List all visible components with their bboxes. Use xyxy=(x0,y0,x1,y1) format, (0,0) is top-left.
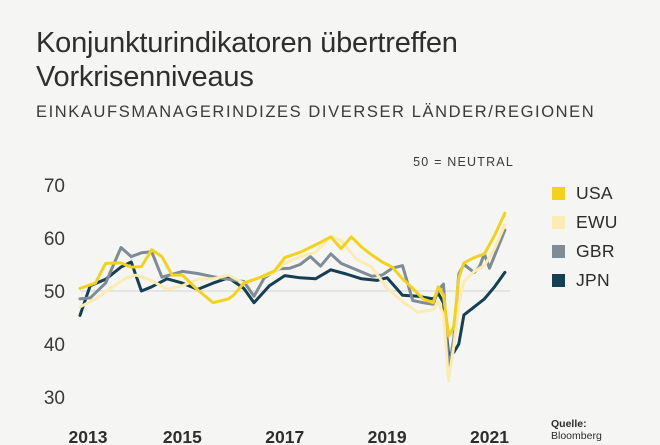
legend-label: EWU xyxy=(576,212,618,232)
y-tick-label: 40 xyxy=(44,335,65,356)
y-tick-label: 30 xyxy=(44,388,65,409)
y-tick-label: 70 xyxy=(44,176,65,197)
source-name: Bloomberg xyxy=(551,430,602,442)
x-tick-label: 2013 xyxy=(69,427,108,445)
legend-swatch xyxy=(552,216,565,229)
y-tick-label: 60 xyxy=(44,229,65,250)
x-tick-label: 2021 xyxy=(470,427,509,445)
source-note: Quelle: Bloomberg xyxy=(551,418,602,442)
legend-label: JPN xyxy=(576,270,610,290)
x-axis: 2013 2015 2017 2019 2021 xyxy=(69,427,510,445)
legend-swatch xyxy=(552,187,565,200)
legend-swatch xyxy=(552,274,565,287)
y-tick-label: 50 xyxy=(44,282,65,303)
legend-swatch xyxy=(552,245,565,258)
series-line-usa xyxy=(78,211,507,338)
x-tick-label: 2015 xyxy=(163,427,202,445)
chart-subtitle: EINKAUFSMANAGERINDIZES DIVERSER LÄNDER/R… xyxy=(36,103,596,121)
legend-label: USA xyxy=(576,183,613,203)
series-line-ewu xyxy=(78,223,507,383)
series-lines xyxy=(78,211,507,383)
source-label: Quelle: xyxy=(551,418,587,430)
neutral-annotation: 50 = NEUTRAL xyxy=(413,155,514,169)
y-axis: 30 40 50 60 70 xyxy=(44,176,65,409)
x-tick-label: 2017 xyxy=(265,427,304,445)
chart-title: Konjunkturindikatoren übertreffen Vorkri… xyxy=(36,27,458,93)
x-tick-label: 2019 xyxy=(368,427,407,445)
legend-label: GBR xyxy=(576,241,615,261)
